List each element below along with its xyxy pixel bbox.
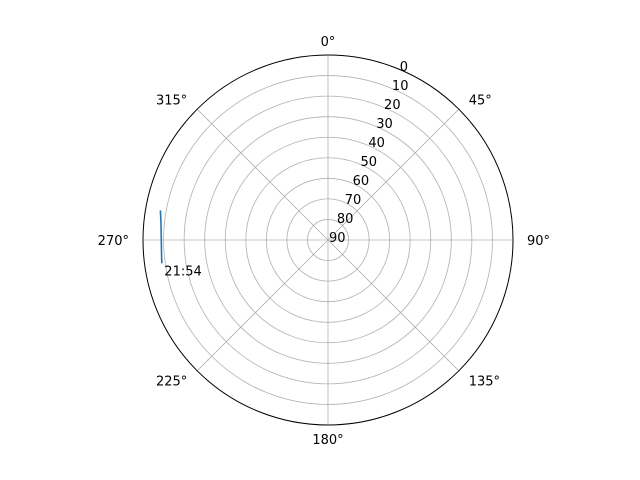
radial-tick-label: 70 <box>345 193 362 208</box>
series-line-0 <box>159 210 163 264</box>
angle-tick-label: 135° <box>469 375 500 390</box>
tick-labels: 0° 45° 90° 135° 180° 225° 270° 315° 0 10 20 30 40 50 6… <box>98 35 550 448</box>
radial-tick-label: 30 <box>376 117 393 132</box>
radial-tick-label: 20 <box>384 98 401 113</box>
angle-tick-label: 180° <box>312 433 343 448</box>
radial-tick-label: 40 <box>368 136 385 151</box>
angular-grid-line-225 <box>196 239 329 372</box>
annotations: 21:54 <box>164 264 201 279</box>
grid <box>143 55 513 425</box>
series-group <box>159 210 163 264</box>
radial-tick-label: 90 <box>329 231 346 246</box>
angular-grid-line-315 <box>196 108 329 241</box>
angle-tick-label: 315° <box>156 93 187 108</box>
angle-tick-label: 0° <box>321 35 336 50</box>
angle-tick-label: 225° <box>156 375 187 390</box>
annotation-label: 21:54 <box>164 264 201 279</box>
frame <box>142 54 514 426</box>
radial-tick-label: 10 <box>392 79 409 94</box>
polar-frame <box>142 54 514 426</box>
angle-tick-label: 90° <box>527 234 550 249</box>
angle-tick-label: 45° <box>469 93 492 108</box>
radial-tick-label: 80 <box>337 212 354 227</box>
angle-tick-label: 270° <box>98 234 129 249</box>
radial-tick-label: 50 <box>360 155 377 170</box>
radial-tick-label: 60 <box>353 174 370 189</box>
angular-grid-line-45 <box>327 108 460 241</box>
angular-grid-line-135 <box>327 239 460 372</box>
radial-tick-label: 0 <box>400 60 408 75</box>
